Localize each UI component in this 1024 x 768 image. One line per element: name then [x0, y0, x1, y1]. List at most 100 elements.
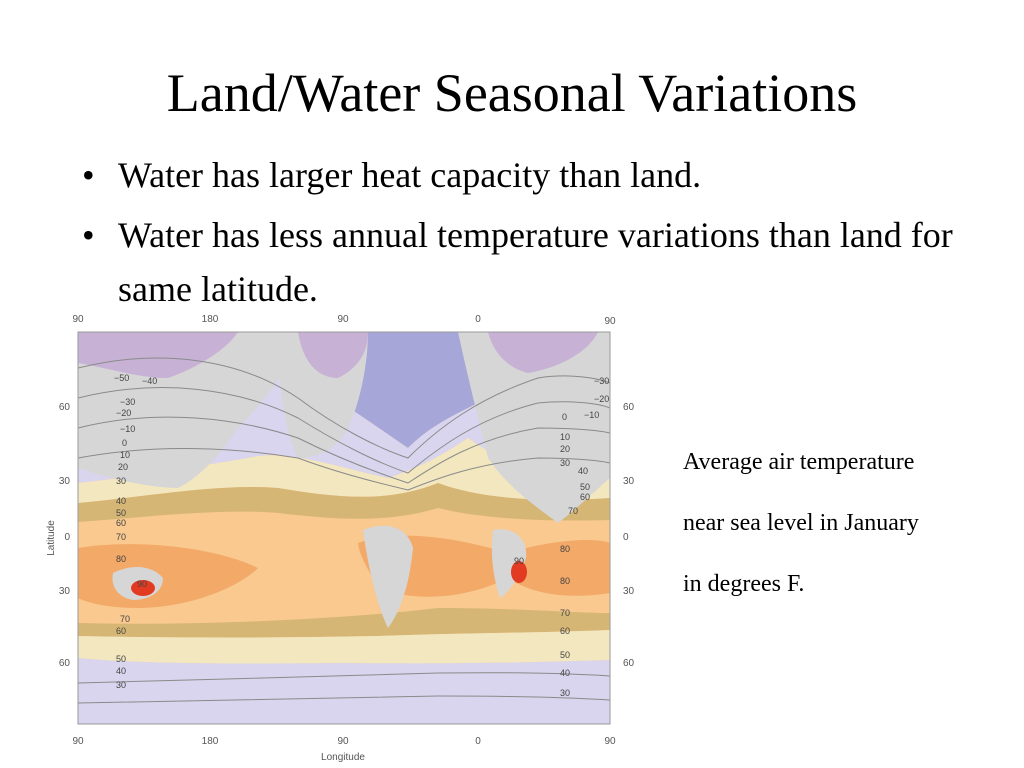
top-longitude-ticks: 90 180 90 0 90 — [72, 314, 616, 327]
isotherm-label: 60 — [116, 518, 126, 528]
bullet-item: • Water has larger heat capacity than la… — [80, 148, 980, 202]
isotherm-label: −50 — [114, 373, 129, 383]
band-lavender-south — [78, 658, 610, 724]
band-cream — [78, 438, 610, 503]
tick-label: 30 — [59, 586, 71, 597]
caption-line: Average air temperature — [683, 449, 915, 475]
isotherm-label: 20 — [560, 444, 570, 454]
hotspot-australia — [131, 580, 155, 596]
tick-label: 90 — [337, 736, 349, 747]
right-isotherm-labels: −30 −20 −10 0 10 20 30 40 50 60 70 80 90 — [514, 376, 609, 566]
map-plot — [77, 331, 611, 725]
isotherm-label: 30 — [116, 680, 126, 690]
band-tan — [78, 483, 610, 522]
hotspot-africa — [511, 561, 527, 583]
isotherm-lines — [77, 357, 611, 704]
tick-label: 0 — [64, 532, 70, 543]
tick-label: 90 — [604, 316, 616, 327]
isotherm-label: 40 — [560, 668, 570, 678]
isotherm-label: −10 — [584, 410, 599, 420]
tick-label: 0 — [475, 314, 481, 325]
map-frame — [77, 331, 611, 725]
isotherm-label: 50 — [560, 650, 570, 660]
tick-label: 30 — [59, 476, 71, 487]
tick-label: 30 — [623, 476, 635, 487]
isotherm-label: −20 — [116, 408, 131, 418]
band-tan-south — [78, 608, 610, 638]
bullet-dot-icon: • — [82, 215, 95, 255]
isotherm-label: 40 — [116, 666, 126, 676]
isotherm-label: −30 — [594, 376, 609, 386]
isotherm-label: 60 — [580, 492, 590, 502]
isotherm-label: 0 — [562, 412, 567, 422]
isotherm-label: −40 — [142, 376, 157, 386]
isotherm-label: −20 — [594, 394, 609, 404]
isotherm-label: −30 — [120, 397, 135, 407]
tick-label: 0 — [623, 532, 629, 543]
isotherm-label: 70 — [568, 506, 578, 516]
isotherm-label: 20 — [118, 462, 128, 472]
x-axis-label: Longitude — [321, 752, 365, 763]
south-left-isotherm-labels: 70 60 50 40 30 — [116, 614, 130, 690]
isotherm-label: 70 — [116, 532, 126, 542]
isotherm-label: 30 — [560, 458, 570, 468]
isotherm-label: 70 — [120, 614, 130, 624]
isotherm-label: 10 — [120, 450, 130, 460]
land-south-america — [363, 525, 413, 628]
isotherm-label: 70 — [560, 608, 570, 618]
tick-label: 90 — [72, 736, 84, 747]
isotherm-label: 40 — [116, 496, 126, 506]
bottom-longitude-ticks: 90 180 90 0 90 — [72, 736, 616, 747]
isotherm-label: 60 — [560, 626, 570, 636]
tick-label: 60 — [623, 658, 635, 669]
left-latitude-ticks: 60 30 0 30 60 — [59, 402, 71, 669]
isotherm-label: 90 — [514, 556, 524, 566]
isotherm-label: −10 — [120, 424, 135, 434]
right-latitude-ticks: 60 30 0 30 60 — [623, 402, 635, 669]
isotherm-label: 0 — [122, 438, 127, 448]
isotherm-label: 80 — [560, 576, 570, 586]
isotherm-label: 30 — [560, 688, 570, 698]
bullet-dot-icon: • — [82, 155, 95, 195]
tick-label: 60 — [59, 402, 71, 413]
temperature-map: 90 180 90 0 90 90 180 90 0 90 Longitude … — [38, 308, 638, 768]
land-southern-africa — [491, 529, 527, 598]
band-cream-south — [78, 630, 610, 664]
tick-label: 90 — [604, 736, 616, 747]
isotherm-label: 40 — [578, 466, 588, 476]
tick-label: 180 — [202, 314, 219, 325]
land-eurasia-africa — [458, 332, 610, 523]
tick-label: 180 — [202, 736, 219, 747]
isotherm-label: 80 — [560, 544, 570, 554]
isotherm-label: 50 — [580, 482, 590, 492]
land-siberia-cold — [78, 332, 238, 378]
tick-label: 60 — [623, 402, 635, 413]
south-right-isotherm-labels: 80 70 60 50 40 30 — [560, 576, 570, 698]
bullet-text: Water has larger heat capacity than land… — [118, 155, 702, 195]
left-isotherm-labels: −50 −40 −30 −20 −10 0 10 20 30 40 50 60 … — [114, 373, 157, 589]
isotherm-label: 80 — [116, 554, 126, 564]
tick-label: 90 — [72, 314, 84, 325]
tick-label: 30 — [623, 586, 635, 597]
tick-label: 90 — [337, 314, 349, 325]
y-axis-label: Latitude — [46, 520, 57, 556]
isotherm-label: 10 — [560, 432, 570, 442]
tick-label: 0 — [475, 736, 481, 747]
slide-title: Land/Water Seasonal Variations — [166, 63, 858, 123]
bullet-text: Water has less annual temperature variat… — [118, 215, 953, 309]
tick-label: 60 — [59, 658, 71, 669]
isotherm-label: 90 — [137, 579, 147, 589]
isotherm-label: 50 — [116, 508, 126, 518]
land-canada-cold — [298, 332, 368, 378]
isotherm-label: 60 — [116, 626, 126, 636]
zone-orange-south — [358, 535, 610, 597]
temperature-map-svg: 90 180 90 0 90 90 180 90 0 90 Longitude … — [46, 314, 635, 763]
bullet-item: • Water has less annual temperature vari… — [80, 208, 980, 316]
isotherm-label: 50 — [116, 654, 126, 664]
isotherm-label: 30 — [116, 476, 126, 486]
caption-line: near sea level in January — [683, 510, 919, 536]
map-caption: Average air temperature near sea level i… — [683, 432, 1023, 615]
land-europe-cold — [488, 332, 598, 373]
caption-line: in degrees F. — [683, 571, 805, 597]
bullet-list: • Water has larger heat capacity than la… — [80, 148, 980, 322]
